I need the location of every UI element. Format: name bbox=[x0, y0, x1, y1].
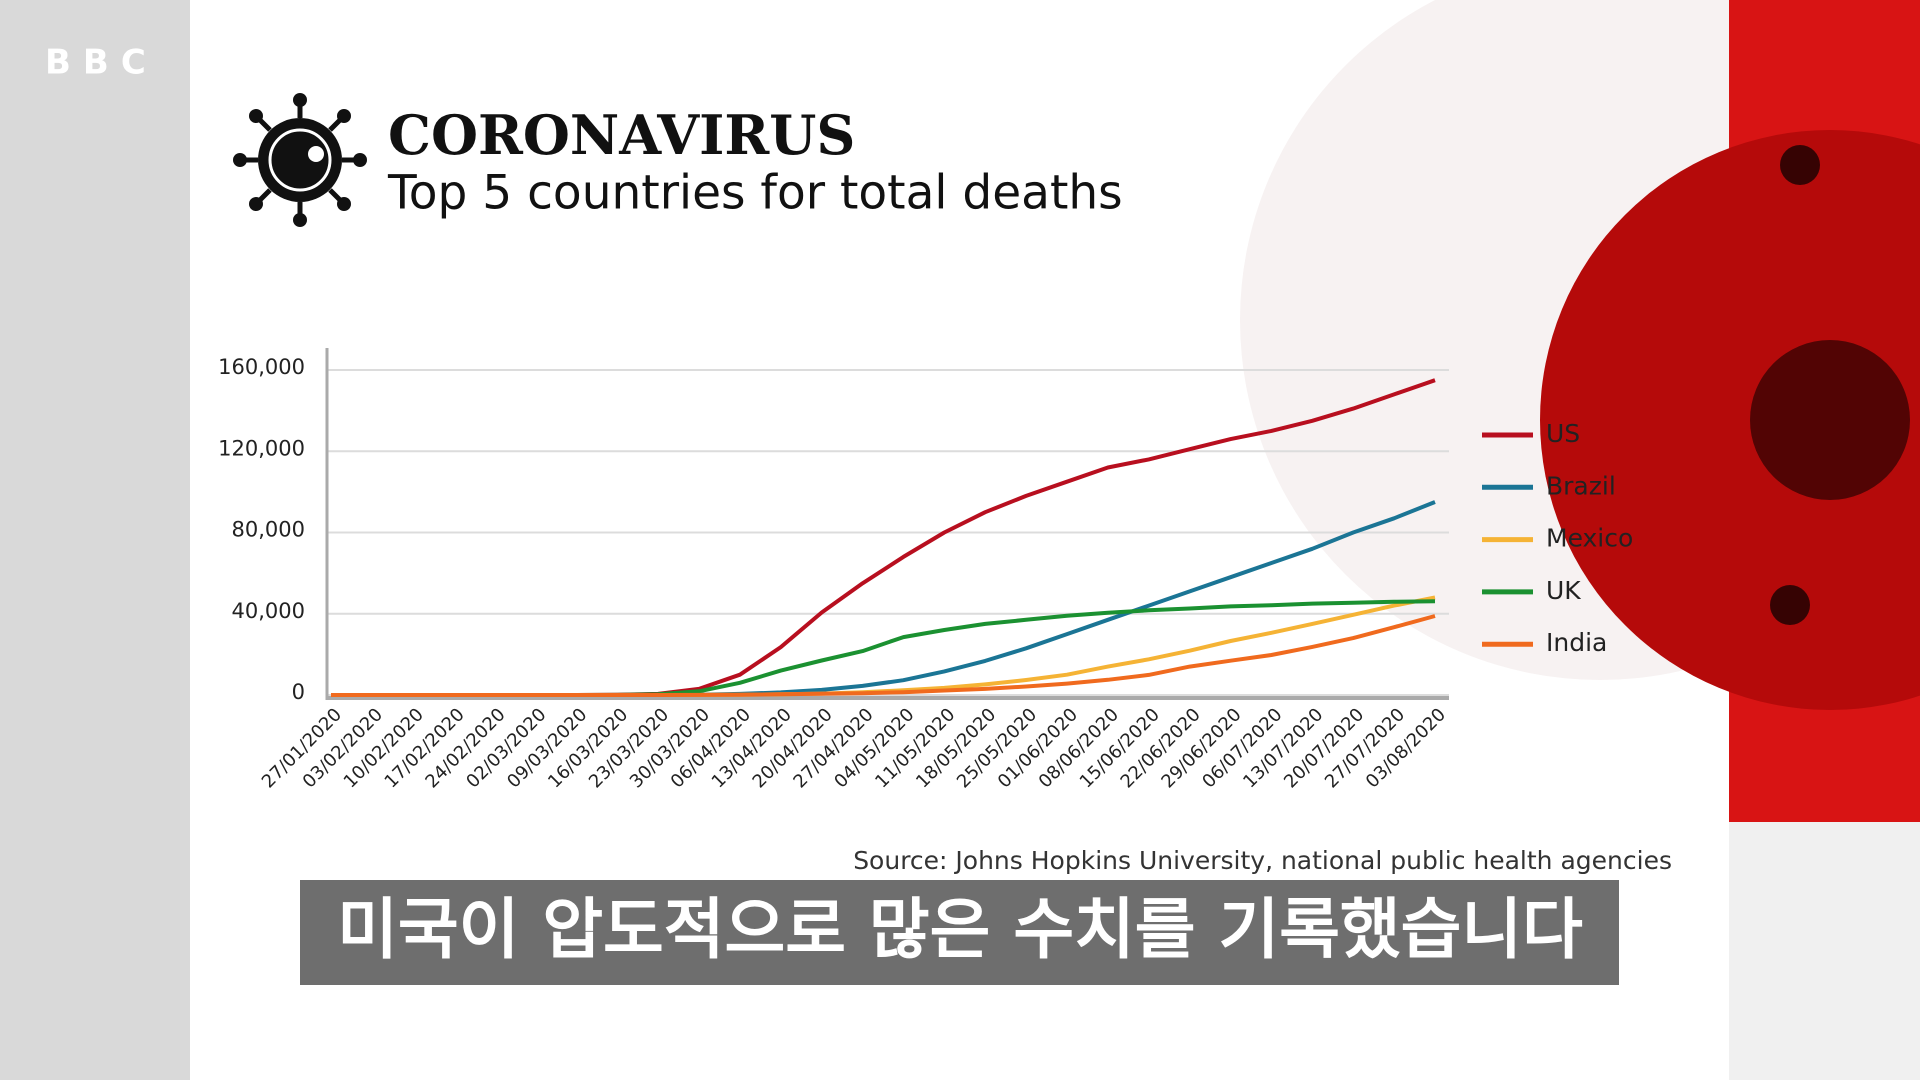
decor-dot bbox=[1770, 585, 1810, 625]
caption-box bbox=[300, 880, 1619, 985]
virus-icon bbox=[233, 93, 367, 227]
legend-label: Mexico bbox=[1546, 524, 1633, 553]
series-line bbox=[331, 614, 1436, 697]
y-tick-label: 160,000 bbox=[218, 355, 305, 379]
legend-label: India bbox=[1546, 628, 1607, 657]
legend-label: US bbox=[1546, 419, 1580, 448]
y-tick-label: 0 bbox=[292, 680, 305, 704]
logo: BBC bbox=[45, 43, 158, 83]
caption: 미국이 압도적으로 많은 수치를 기록했습니다 bbox=[337, 891, 1583, 968]
decor-dot bbox=[1780, 145, 1820, 185]
chart-title: CORONAVIRUS bbox=[388, 103, 855, 167]
y-tick-label: 80,000 bbox=[232, 518, 305, 542]
right-decor bbox=[1540, 130, 1920, 710]
y-tick-label: 120,000 bbox=[218, 436, 305, 460]
chart-subtitle: Top 5 countries for total deaths bbox=[387, 166, 1123, 221]
legend-label: UK bbox=[1546, 576, 1581, 605]
legend-label: Brazil bbox=[1546, 471, 1616, 500]
y-tick-label: 40,000 bbox=[232, 599, 305, 623]
decor-dot bbox=[1750, 340, 1910, 500]
source: Source: Johns Hopkins University, nation… bbox=[853, 846, 1672, 875]
